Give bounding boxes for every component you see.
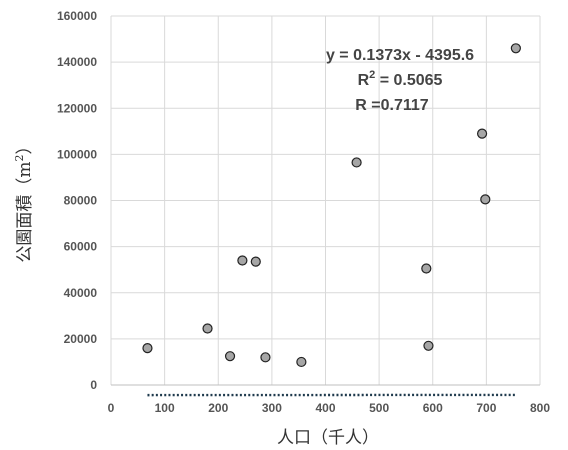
data-point: [142, 343, 153, 354]
correlation-label: R =0.7117: [355, 97, 429, 114]
data-point: [476, 128, 488, 139]
x-tick-label: 500: [369, 401, 389, 415]
data-point: [296, 356, 307, 368]
x-axis-label: 人口（千人）: [277, 428, 379, 448]
data-point: [260, 352, 271, 363]
y-tick-label: 40000: [64, 286, 98, 300]
x-tick-label: 300: [262, 401, 282, 415]
y-tick-label: 100000: [57, 147, 97, 161]
y-tick-label: 60000: [64, 240, 98, 254]
y-tick-label: 20000: [64, 332, 98, 346]
tick-labels: 0 20000 40000 60000 80000 100000 120000 140000 1…: [57, 9, 550, 415]
x-tick-label: 700: [476, 401, 496, 415]
data-point: [202, 323, 213, 334]
y-tick-label: 80000: [64, 194, 98, 208]
r-squared-label: R2 = 0.5065: [358, 69, 443, 89]
data-points: [142, 43, 521, 368]
data-point: [421, 263, 432, 274]
data-point: [510, 43, 521, 54]
x-tick-label: 600: [423, 401, 443, 415]
y-tick-label: 140000: [57, 55, 97, 69]
x-tick-label: 0: [108, 401, 115, 415]
data-point: [351, 157, 362, 168]
y-tick-label: 120000: [57, 101, 97, 115]
y-tick-label: 160000: [57, 9, 97, 23]
y-axis-label: 公園面積（m2）: [13, 137, 35, 262]
x-tick-label: 800: [530, 401, 550, 415]
gridlines: [110, 15, 541, 385]
x-tick-label: 100: [155, 401, 175, 415]
data-point: [250, 256, 261, 267]
data-point: [423, 340, 434, 351]
data-point: [237, 255, 248, 266]
y-tick-label: 0: [90, 378, 97, 392]
data-point: [224, 351, 236, 362]
regression-equation: y = 0.1373x - 4395.6: [326, 47, 474, 64]
x-tick-label: 400: [315, 401, 335, 415]
data-point: [480, 194, 491, 205]
x-tick-label: 200: [208, 401, 228, 415]
